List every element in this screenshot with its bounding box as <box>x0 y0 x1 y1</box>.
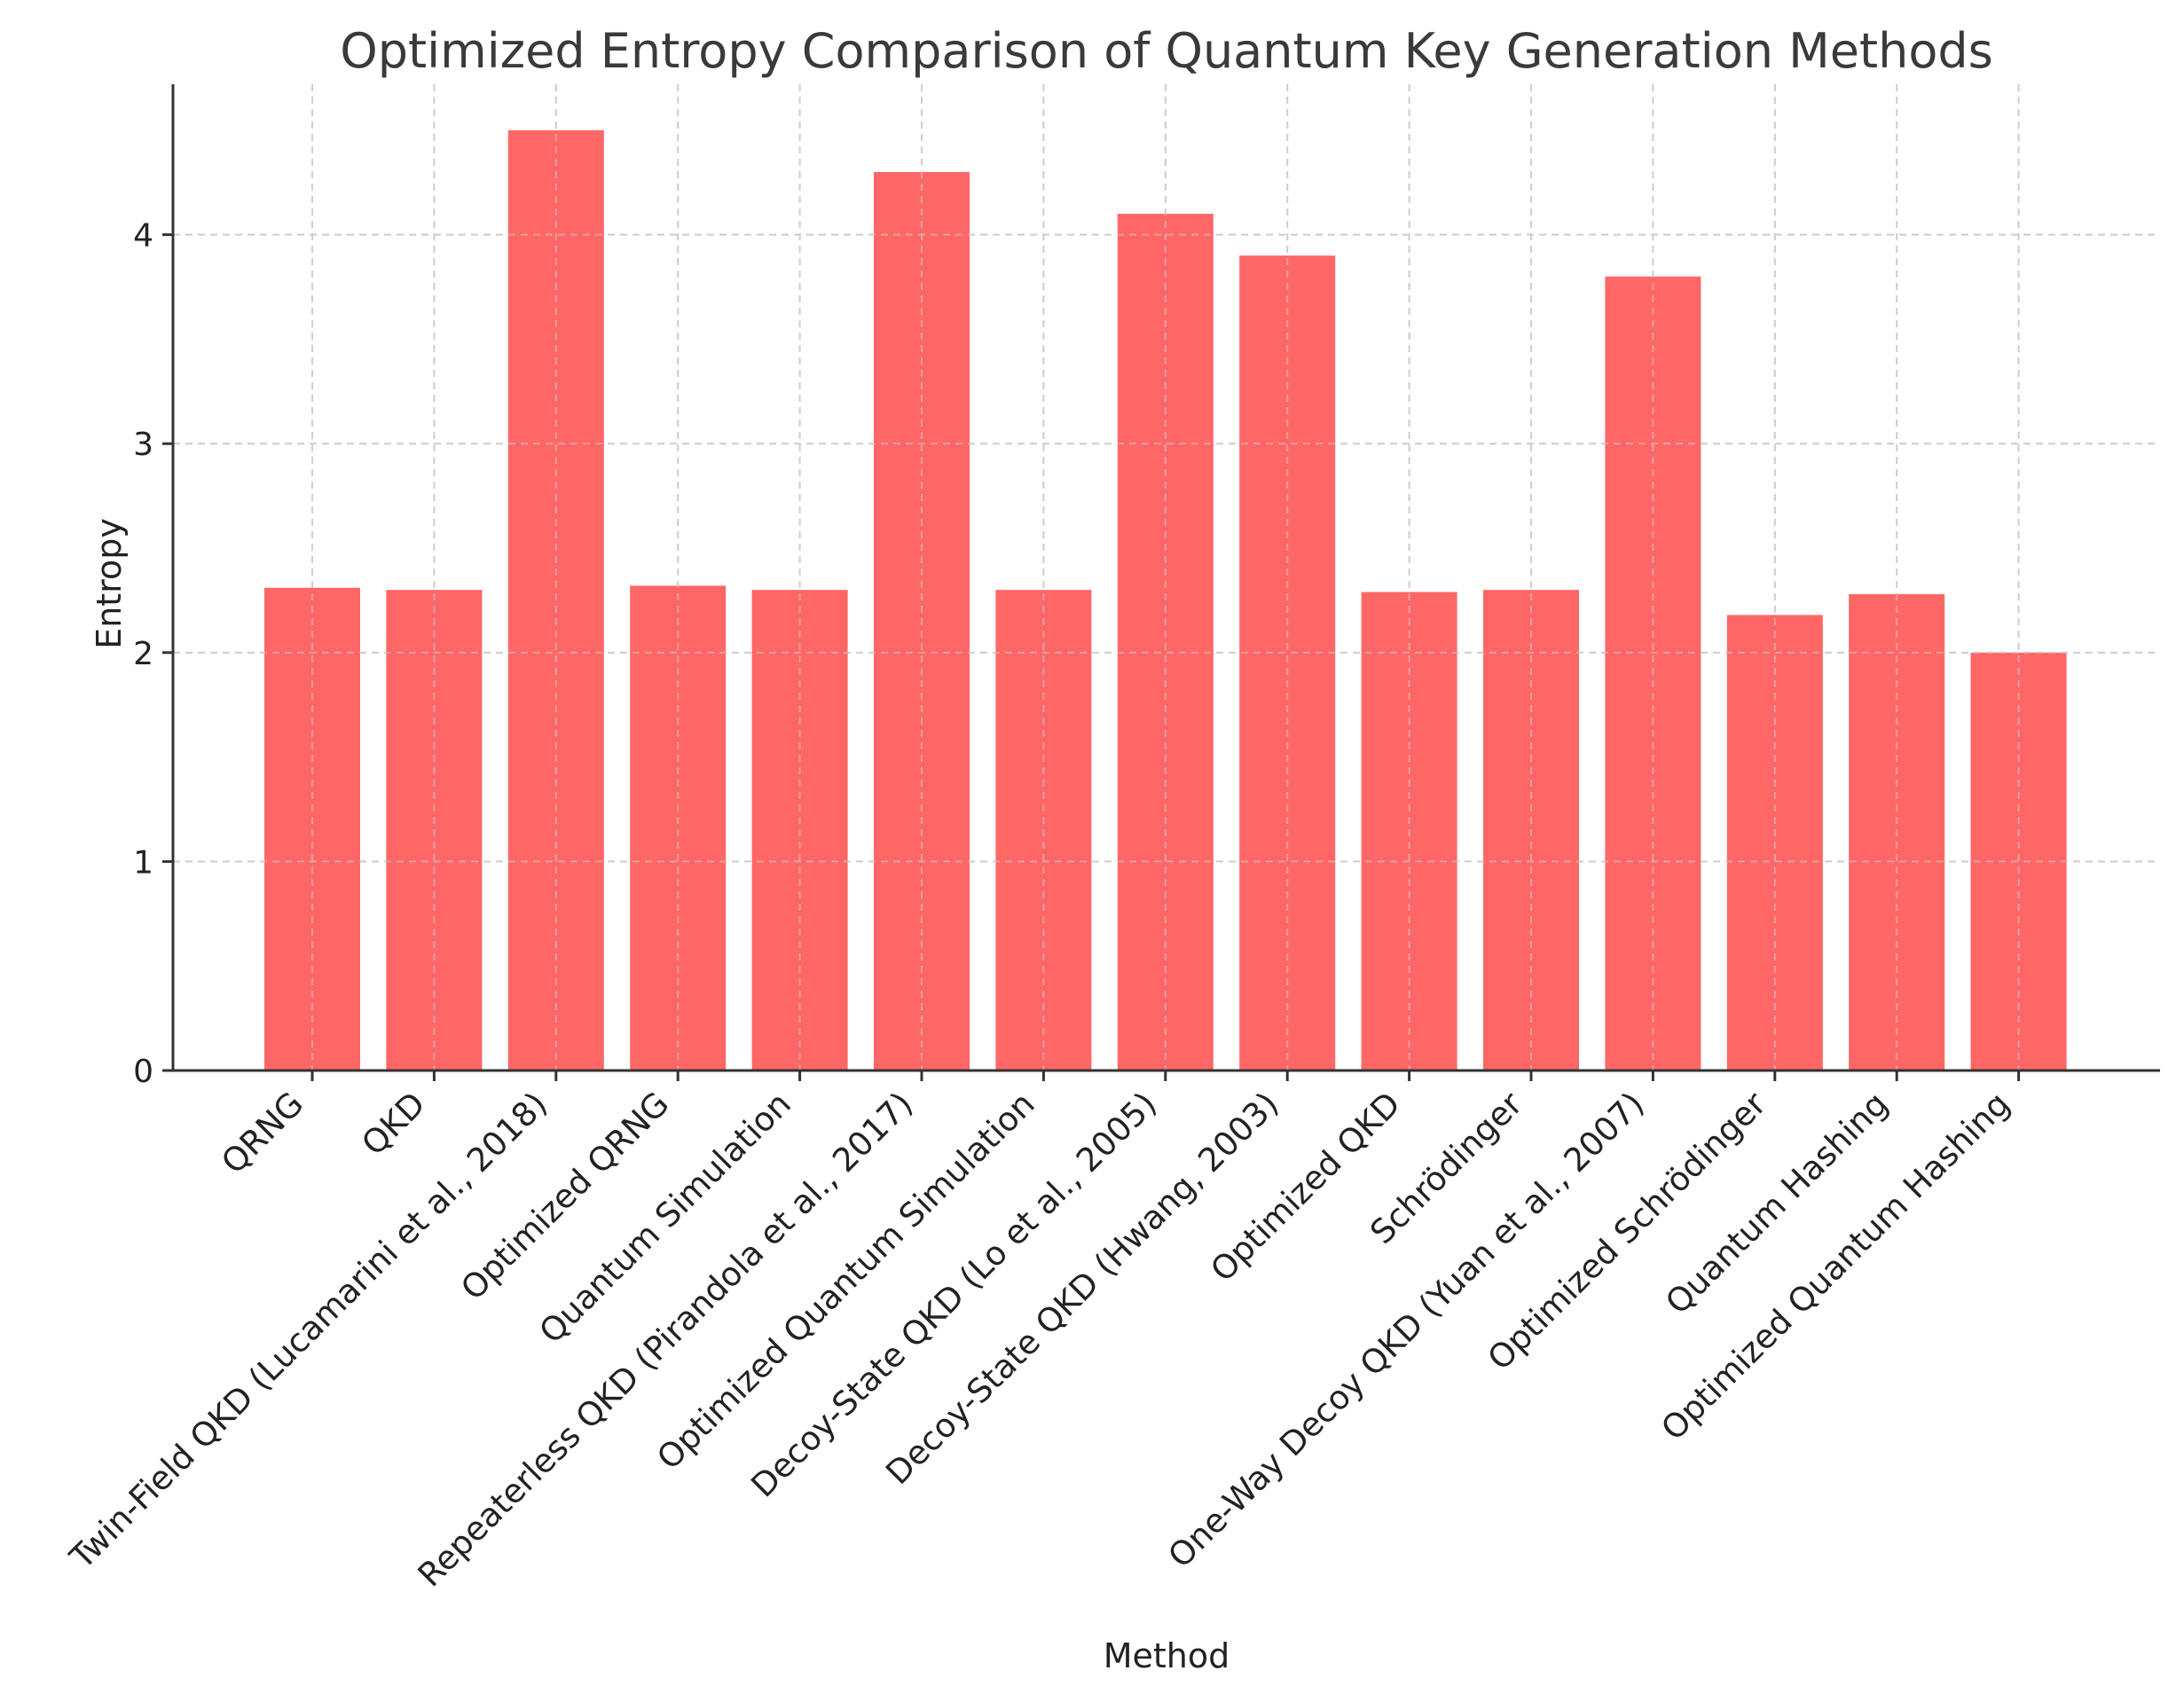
bar <box>1239 255 1336 1071</box>
y-axis-label: Entropy <box>90 518 129 649</box>
y-tick-label: 3 <box>133 427 153 463</box>
x-tick-label: Optimized QRNG <box>453 1085 676 1307</box>
y-tick-label: 1 <box>133 844 153 881</box>
bar <box>630 585 727 1071</box>
y-tick-label: 2 <box>133 636 153 672</box>
bar <box>1117 214 1214 1071</box>
y-tick-label: 0 <box>133 1054 153 1090</box>
bars <box>173 84 2160 1071</box>
x-tick-label: Quantum Hashing <box>1658 1085 1895 1321</box>
chart-title: Optimized Entropy Comparison of Quantum … <box>340 23 1993 79</box>
y-tick-label: 4 <box>133 218 153 255</box>
x-tick-label: QKD <box>354 1085 432 1163</box>
y-axis-ticks: 0 1 2 3 4 <box>133 218 173 1090</box>
x-axis-label: Method <box>1104 1636 1230 1675</box>
x-tick-label: Quantum Simulation <box>532 1085 798 1351</box>
x-tick-label: QRNG <box>214 1085 310 1181</box>
